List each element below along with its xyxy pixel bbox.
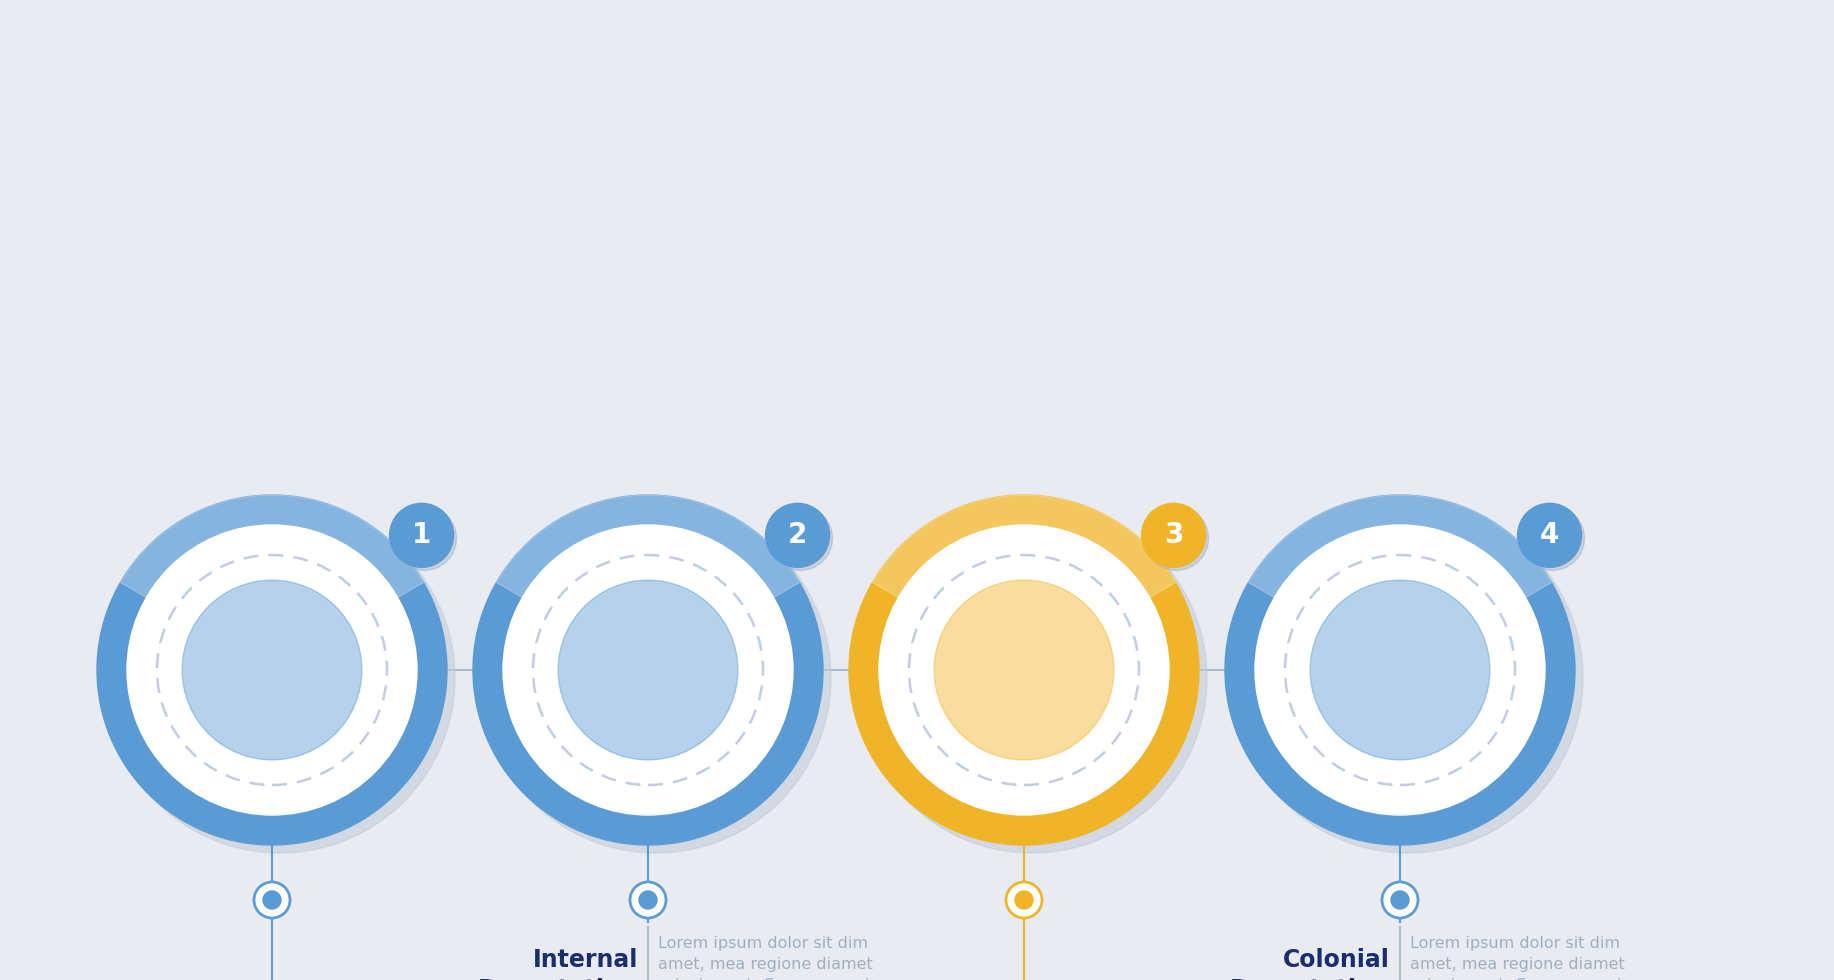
Circle shape (631, 882, 666, 918)
Circle shape (182, 580, 361, 760)
Circle shape (638, 891, 657, 909)
Circle shape (849, 495, 1199, 845)
Wedge shape (121, 495, 424, 602)
Circle shape (473, 495, 823, 845)
Circle shape (1309, 580, 1489, 760)
Text: 2: 2 (789, 521, 807, 550)
Wedge shape (873, 495, 1176, 602)
Circle shape (503, 525, 792, 815)
Text: 1: 1 (413, 521, 431, 550)
Text: Lorem ipsum dolor sit dim
amet, mea regione diamet
principes at. Cum no movi
lor: Lorem ipsum dolor sit dim amet, mea regi… (1410, 936, 1625, 980)
Circle shape (127, 525, 416, 815)
Text: Colonial
Deportation: Colonial Deportation (1231, 948, 1390, 980)
Wedge shape (497, 495, 800, 602)
Circle shape (1383, 882, 1418, 918)
Circle shape (878, 525, 1168, 815)
Text: Internal
Deportation: Internal Deportation (479, 948, 638, 980)
Circle shape (97, 495, 447, 845)
Circle shape (765, 504, 829, 567)
Circle shape (856, 503, 1207, 853)
Circle shape (1225, 495, 1575, 845)
Circle shape (105, 503, 455, 853)
Text: Lorem ipsum dolor sit dim
amet, mea regione diamet
principes at. Cum no movi
lor: Lorem ipsum dolor sit dim amet, mea regi… (658, 936, 873, 980)
Circle shape (1520, 507, 1585, 570)
Wedge shape (1249, 495, 1552, 602)
Circle shape (392, 507, 457, 570)
Circle shape (262, 891, 281, 909)
Circle shape (1014, 891, 1033, 909)
Circle shape (1007, 882, 1042, 918)
Circle shape (1390, 891, 1409, 909)
Circle shape (558, 580, 737, 760)
Circle shape (1141, 504, 1205, 567)
Circle shape (389, 504, 453, 567)
Text: 3: 3 (1165, 521, 1183, 550)
Circle shape (934, 580, 1113, 760)
Circle shape (768, 507, 833, 570)
Circle shape (1144, 507, 1209, 570)
Circle shape (481, 503, 831, 853)
Circle shape (1232, 503, 1583, 853)
Circle shape (253, 882, 290, 918)
Circle shape (1254, 525, 1544, 815)
Circle shape (1517, 504, 1581, 567)
Text: 4: 4 (1541, 521, 1559, 550)
